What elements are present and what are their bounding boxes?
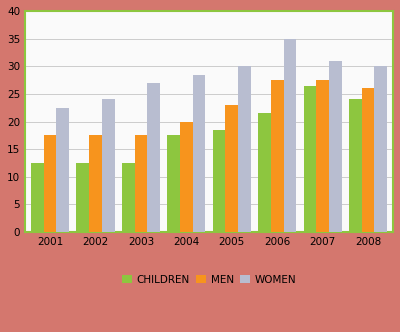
Bar [271,80,284,232]
Bar [102,99,114,232]
Bar [349,99,362,232]
Bar [44,135,56,232]
Bar [167,135,180,232]
Bar [56,108,69,232]
Bar [180,122,193,232]
Bar [362,88,374,232]
Bar [258,113,271,232]
Bar [329,61,342,232]
Legend: CHILDREN, MEN, WOMEN: CHILDREN, MEN, WOMEN [118,271,300,289]
Bar [134,135,147,232]
Bar [304,86,316,232]
Bar [89,135,102,232]
Bar [238,66,251,232]
Bar [374,66,387,232]
Bar [316,80,329,232]
Bar [226,105,238,232]
Bar [122,163,134,232]
Bar [76,163,89,232]
Bar [193,74,206,232]
Bar [147,83,160,232]
Bar [284,39,296,232]
Bar [31,163,44,232]
Bar [213,130,226,232]
